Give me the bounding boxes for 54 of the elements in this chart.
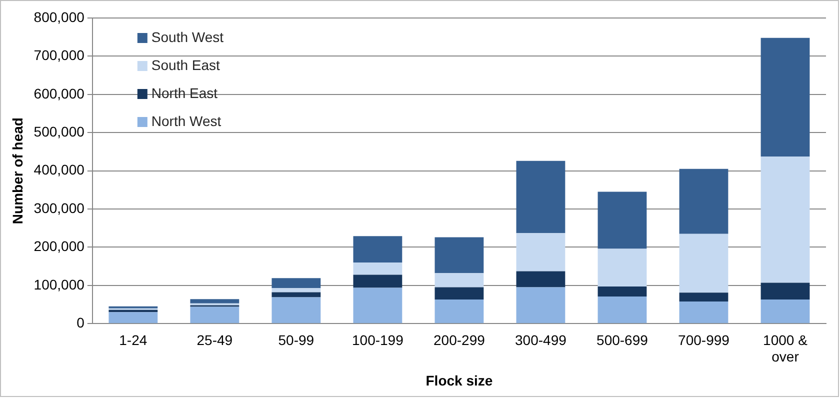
y-tick-label: 0 [76, 314, 85, 330]
bar [272, 278, 321, 288]
y-tick-label: 200,000 [34, 238, 85, 254]
bar [516, 233, 566, 272]
bar [760, 156, 810, 283]
bar [353, 288, 402, 324]
x-tick-label: 500-699 [596, 332, 648, 348]
x-tick-label: 1-24 [119, 332, 148, 348]
y-tick-label: 100,000 [34, 276, 85, 292]
bar [353, 274, 402, 288]
bar [272, 297, 321, 324]
bar [272, 292, 321, 298]
bar [434, 237, 484, 274]
bar [353, 262, 402, 275]
legend-label: South West [151, 28, 224, 45]
y-tick-label: 600,000 [34, 85, 85, 102]
bar [353, 236, 402, 262]
x-axis-title: Flock size [426, 372, 493, 388]
bar [760, 282, 810, 300]
y-tick-label: 400,000 [34, 162, 85, 178]
bar [108, 312, 158, 324]
legend-label: North West [151, 112, 222, 129]
bar [679, 168, 728, 234]
y-tick-label: 800,000 [34, 8, 85, 25]
x-tick-label: 100-199 [352, 332, 404, 348]
bar [516, 160, 566, 234]
y-axis-title: Number of head [9, 118, 26, 224]
bar [679, 292, 728, 302]
x-tick-label: 300-499 [515, 332, 567, 348]
y-tick-label: 500,000 [34, 123, 85, 140]
bar [434, 300, 484, 324]
bar [598, 296, 647, 324]
bar [760, 300, 810, 324]
x-tick-label: 1000 & over [763, 332, 808, 365]
bar [760, 38, 810, 157]
y-tick-label: 300,000 [34, 200, 85, 216]
x-tick-label: 700-999 [678, 332, 730, 348]
bar [434, 273, 484, 288]
bar [272, 288, 321, 292]
bar [598, 248, 647, 287]
bar [516, 271, 566, 288]
bar [190, 306, 240, 324]
bar [679, 234, 728, 293]
legend-label: South East [151, 56, 220, 73]
bar [598, 192, 647, 249]
bar [598, 286, 647, 296]
y-tick-label: 700,000 [34, 47, 85, 64]
bar [679, 301, 728, 324]
x-tick-label: 200-299 [434, 332, 486, 348]
x-tick-label: 25-49 [196, 332, 233, 348]
bar [190, 299, 240, 304]
x-tick-label: 50-99 [278, 332, 314, 348]
bar [434, 287, 484, 300]
bar [516, 287, 566, 324]
